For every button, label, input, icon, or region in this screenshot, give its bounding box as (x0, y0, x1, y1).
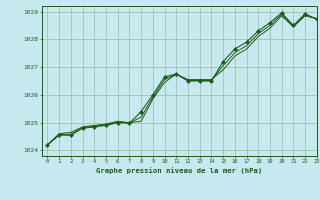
X-axis label: Graphe pression niveau de la mer (hPa): Graphe pression niveau de la mer (hPa) (96, 167, 262, 174)
